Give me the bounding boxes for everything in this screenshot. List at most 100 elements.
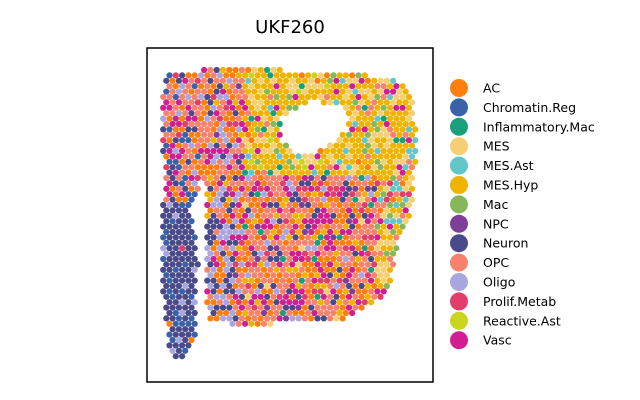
spot-oligo <box>210 158 217 165</box>
spot-mes-hyp <box>358 110 365 117</box>
spot-mes-hyp <box>273 126 280 133</box>
spot-mes-hyp <box>383 174 390 182</box>
spot-opc <box>380 201 387 209</box>
spot-mes <box>358 218 365 225</box>
spot-mac <box>390 174 397 182</box>
spot-mes <box>390 239 397 246</box>
spot-ac <box>333 196 340 203</box>
spot-oligo <box>207 142 214 149</box>
spot-ac <box>292 201 299 209</box>
spot-vasc <box>204 147 211 155</box>
spot-ac <box>197 169 205 176</box>
spot-prolif-metab <box>399 191 406 198</box>
spot-mes-hyp <box>371 153 378 160</box>
spot-vasc <box>355 299 362 306</box>
spot-mes-hyp <box>333 228 340 236</box>
spot-mes-hyp <box>405 212 412 219</box>
spot-vasc <box>390 88 397 95</box>
spot-prolif-metab <box>358 207 365 214</box>
spot-opc <box>327 250 334 257</box>
spot-mes-hyp <box>333 142 340 149</box>
spot-opc <box>264 174 271 182</box>
legend-marker <box>450 176 468 194</box>
spot-ac <box>226 66 233 74</box>
spot-prolif-metab <box>301 185 308 192</box>
spot-ac <box>390 196 397 203</box>
spot-vasc <box>163 99 170 106</box>
spot-oligo <box>282 228 290 236</box>
spot-ac <box>358 304 365 311</box>
spot-mes-hyp <box>396 207 403 214</box>
spot-opc <box>355 277 362 284</box>
legend-marker <box>450 253 468 272</box>
spot-mes <box>345 77 353 84</box>
spot-ac <box>352 261 359 268</box>
spot-mes <box>260 137 268 144</box>
spot-mes-hyp <box>349 147 356 155</box>
spot-mes-hyp <box>336 147 343 155</box>
spot-opc <box>352 174 359 182</box>
spot-mes-hyp <box>267 158 274 165</box>
spot-mes-hyp <box>320 88 327 95</box>
spot-ac <box>254 320 261 327</box>
spot-prolif-metab <box>267 191 274 198</box>
spot-neuron <box>267 201 274 209</box>
spot-opc <box>270 174 277 182</box>
spot-vasc <box>273 234 280 241</box>
legend-marker <box>450 273 468 291</box>
spot-vasc <box>314 153 321 160</box>
spot-neuron <box>169 326 176 333</box>
spot-vasc <box>282 293 290 300</box>
spot-ac <box>371 282 378 290</box>
spot-mes <box>345 142 353 149</box>
spot-oligo <box>175 110 182 117</box>
spot-opc <box>323 93 331 101</box>
spot-npc <box>235 83 242 90</box>
spot-neuron <box>185 299 192 306</box>
spot-ac <box>219 261 227 268</box>
spot-neuron <box>185 255 192 263</box>
spot-ac <box>257 315 264 322</box>
spot-mac <box>270 120 277 128</box>
spot-mes-hyp <box>377 99 384 106</box>
spot-mes-hyp <box>242 83 249 90</box>
spot-vasc <box>191 115 198 122</box>
spot-mac <box>254 158 261 165</box>
spot-opc <box>182 142 189 149</box>
spot-reactive-ast <box>323 83 331 90</box>
spot-vasc <box>361 126 368 133</box>
spot-mes <box>305 83 312 90</box>
spot-mes-hyp <box>248 104 255 111</box>
spot-oligo <box>311 245 318 252</box>
spot-ac <box>223 72 230 79</box>
spot-mes-hyp <box>374 277 381 284</box>
spot-neuron <box>166 342 173 349</box>
spot-ac <box>311 266 318 273</box>
spot-neuron <box>169 282 176 290</box>
spot-chromatin-reg <box>185 191 192 198</box>
spot-neuron <box>229 201 236 209</box>
spot-opc <box>245 304 252 311</box>
spot-neuron <box>210 212 217 219</box>
spot-ac <box>213 315 220 322</box>
spot-mes-hyp <box>279 93 286 101</box>
spot-prolif-metab <box>245 282 252 290</box>
spot-mes <box>260 115 268 122</box>
spot-ac <box>163 153 170 160</box>
spot-npc <box>260 309 268 317</box>
spot-ac <box>311 180 318 187</box>
spot-ac <box>242 266 249 273</box>
spot-prolif-metab <box>179 245 186 252</box>
spot-ac <box>301 261 308 268</box>
spot-mes-hyp <box>386 115 394 122</box>
spot-ac <box>238 196 245 203</box>
spot-neuron <box>166 245 173 252</box>
spot-neuron <box>169 196 176 203</box>
spot-mes-hyp <box>361 72 368 79</box>
spot-opc <box>210 115 217 122</box>
spot-vasc <box>232 153 239 160</box>
spot-oligo <box>358 272 365 279</box>
spot-chromatin-reg <box>169 218 176 225</box>
spot-mes-hyp <box>320 164 327 171</box>
spot-vasc <box>327 228 334 236</box>
